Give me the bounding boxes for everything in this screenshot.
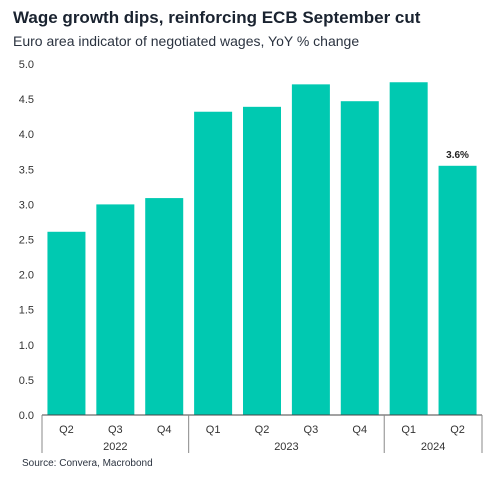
y-tick-label: 3.0 [19,199,34,211]
y-tick-label: 3.5 [19,164,34,176]
bar [47,231,86,415]
bar [389,82,428,415]
x-tick-label: Q4 [352,424,367,436]
y-tick-label: 0.0 [19,410,34,422]
bar [291,84,330,415]
data-label: 3.6% [446,150,469,161]
chart-subtitle: Euro area indicator of negotiated wages,… [13,33,360,49]
bar [145,198,184,415]
y-tick-label: 2.5 [19,235,34,247]
x-tick-label: Q2 [59,424,74,436]
bar [340,101,379,416]
x-tick-label: Q1 [206,424,221,436]
y-tick-label: 4.5 [19,94,34,106]
year-label: 2023 [274,441,298,453]
y-tick-label: 0.5 [19,375,34,387]
x-tick-label: Q2 [450,424,465,436]
bar [194,111,233,416]
bar [438,165,477,415]
bar [96,204,135,415]
y-tick-label: 2.0 [19,270,34,282]
source-note: Source: Convera, Macrobond [22,458,153,469]
y-tick-label: 4.0 [19,129,34,141]
year-label: 2024 [421,441,445,453]
y-tick-label: 5.0 [19,59,34,71]
y-tick-label: 1.5 [19,305,34,317]
year-label: 2022 [103,441,127,453]
x-tick-label: Q3 [108,424,123,436]
x-tick-label: Q3 [304,424,319,436]
x-tick-label: Q1 [401,424,416,436]
x-tick-label: Q2 [255,424,270,436]
bar [243,106,281,416]
y-tick-label: 1.0 [19,340,34,352]
chart-title: Wage growth dips, reinforcing ECB Septem… [13,8,421,27]
x-tick-label: Q4 [157,424,172,436]
